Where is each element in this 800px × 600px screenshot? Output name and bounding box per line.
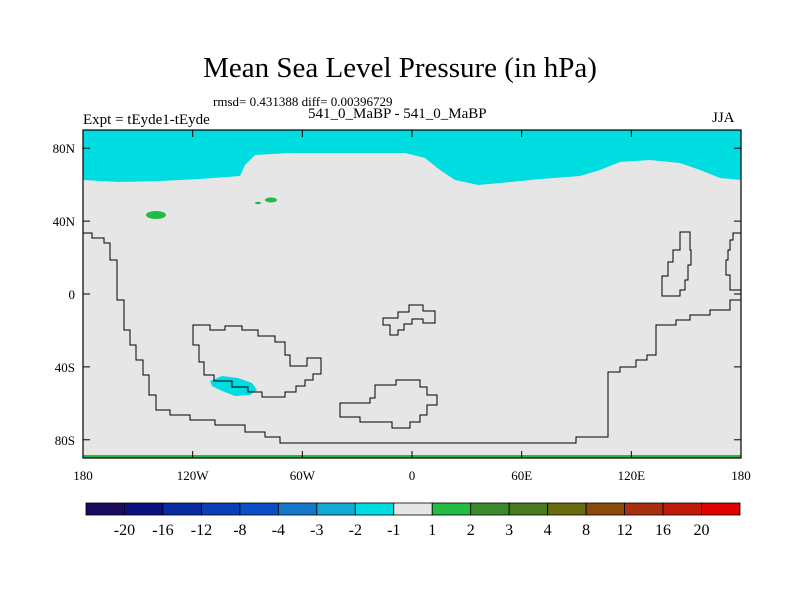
experiment-label: Expt = tEyde1-tEyde [83, 112, 210, 128]
colorbar-label: 1 [428, 522, 436, 539]
x-tick-label: 0 [409, 468, 416, 483]
colorbar-box [201, 502, 241, 516]
x-tick-label: 180 [73, 468, 93, 483]
colorbar-label: 2 [467, 522, 475, 539]
colorbar-box [316, 502, 356, 516]
colorbar-box [85, 502, 125, 516]
colorbar-label: 8 [582, 522, 590, 539]
colorbar-label: 20 [694, 522, 710, 539]
colorbar-box [431, 502, 472, 516]
northern-positive-patch [146, 211, 166, 219]
colorbar-label: -1 [387, 522, 400, 539]
colorbar-box [624, 502, 664, 516]
y-tick-label: 0 [69, 287, 76, 302]
colorbar-box [547, 502, 587, 516]
colorbar-box [277, 502, 318, 516]
plot-background [83, 130, 741, 458]
northern-positive-patch [265, 197, 277, 203]
colorbar-label: 4 [544, 522, 552, 539]
y-tick-label: 80S [55, 433, 75, 448]
colorbar-box [470, 502, 510, 516]
colorbar-label: -12 [191, 522, 212, 539]
northern-positive-patch [255, 201, 261, 205]
colorbar-label: -2 [349, 522, 362, 539]
colorbar-label: -3 [310, 522, 323, 539]
colorbar-box [124, 502, 164, 516]
colorbar-box [354, 502, 395, 516]
y-tick-label: 80N [53, 141, 76, 156]
x-tick-label: 120E [618, 468, 646, 483]
colorbar-box [662, 502, 702, 516]
stats-line: rmsd= 0.431388 diff= 0.00396729 [213, 94, 393, 109]
x-tick-label: 60W [290, 468, 316, 483]
season-label: JJA [712, 110, 735, 126]
colorbar-label: -20 [114, 522, 135, 539]
colorbar-label: 16 [655, 522, 671, 539]
y-tick-label: 40N [53, 214, 76, 229]
colorbar-box [701, 502, 741, 516]
x-tick-label: 180 [731, 468, 751, 483]
colorbar-box [508, 502, 549, 516]
colorbar-box [393, 502, 433, 516]
subtitle: 541_0_MaBP - 541_0_MaBP [308, 106, 487, 122]
axes: 180 120W 60W 0 60E 120E 180 80N 40N 0 40S 80S [53, 129, 751, 483]
colorbar-label: -4 [272, 522, 285, 539]
colorbar-box [239, 502, 279, 516]
x-tick-label: 120W [177, 468, 210, 483]
chart-title: Mean Sea Level Pressure (in hPa) [203, 52, 597, 84]
y-tick-label: 40S [55, 360, 75, 375]
colorbar-box [585, 502, 625, 516]
colorbar-label: -8 [233, 522, 246, 539]
colorbar-label: -16 [152, 522, 173, 539]
colorbar-label: 12 [617, 522, 633, 539]
continent-outlines [83, 231, 741, 444]
colorbar: -20 -16 -12 -8 -4 -3 -2 -1 1 2 3 4 8 12 16 20 [85, 502, 741, 539]
x-tick-label: 60E [511, 468, 532, 483]
colorbar-box [162, 502, 202, 516]
north-polar-anomaly [83, 130, 741, 185]
colorbar-label: 3 [505, 522, 513, 539]
